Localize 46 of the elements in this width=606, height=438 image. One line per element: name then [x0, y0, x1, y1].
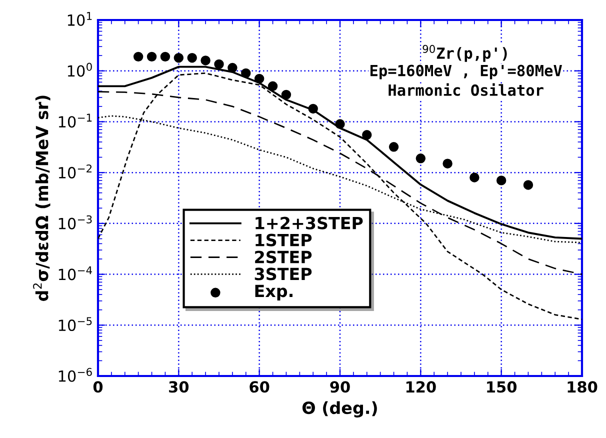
point — [133, 52, 144, 62]
legend-label: Exp. — [255, 284, 292, 300]
point — [416, 154, 426, 164]
point — [523, 180, 534, 190]
x-axis-title: Θ (deg.) — [302, 401, 377, 418]
point — [388, 142, 399, 152]
y-tick-label: 10$^{0}$ — [68, 62, 92, 77]
point — [187, 53, 197, 63]
x-tick-label: 0 — [93, 381, 103, 393]
x-tick-label: 90 — [330, 381, 350, 393]
x-tick-label: 120 — [406, 381, 436, 393]
y-tick-label: 10$^{−3}$ — [58, 215, 92, 230]
point — [335, 119, 345, 129]
point — [228, 62, 238, 73]
point — [442, 158, 452, 168]
y-tick-label: 10$^{−2}$ — [58, 164, 92, 178]
point — [254, 74, 264, 84]
y-tick-label: 10$^{1}$ — [68, 12, 92, 26]
legend-label: 1+2+3STEP — [256, 216, 363, 230]
x-tick-label: 30 — [169, 381, 189, 393]
y-tick-label: 10$^{−5}$ — [58, 317, 92, 332]
legend-label: 3STEP — [254, 268, 312, 280]
point — [470, 172, 480, 182]
point — [146, 52, 157, 62]
point — [496, 176, 506, 186]
point — [268, 81, 278, 92]
y-tick-label: 10$^{−1}$ — [58, 114, 92, 128]
point — [241, 68, 251, 78]
point — [160, 52, 170, 62]
annotation: Ep=160MeV , Ep'=80MeV — [370, 64, 562, 80]
point — [308, 104, 318, 114]
legend-label: 2STEP — [255, 250, 312, 264]
x-tick-label: 60 — [250, 381, 270, 393]
annotation: Harmonic Osilator — [388, 83, 544, 96]
point — [362, 130, 372, 140]
legend-label: 1STEP — [256, 234, 312, 246]
y-tick-label: 10$^{−6}$ — [58, 368, 92, 382]
annotation: $^{90}$Zr(p,p') — [422, 44, 507, 62]
y-axis-title: d$^{2}$σ/dεdΩ (mb/MeV sr) — [33, 96, 50, 301]
y-tick-label: 10$^{−4}$ — [58, 266, 92, 280]
point — [214, 59, 224, 70]
point — [281, 90, 292, 100]
point — [174, 53, 184, 63]
point — [200, 56, 210, 66]
x-tick-label: 150 — [487, 381, 517, 393]
x-tick-label: 180 — [568, 381, 598, 393]
